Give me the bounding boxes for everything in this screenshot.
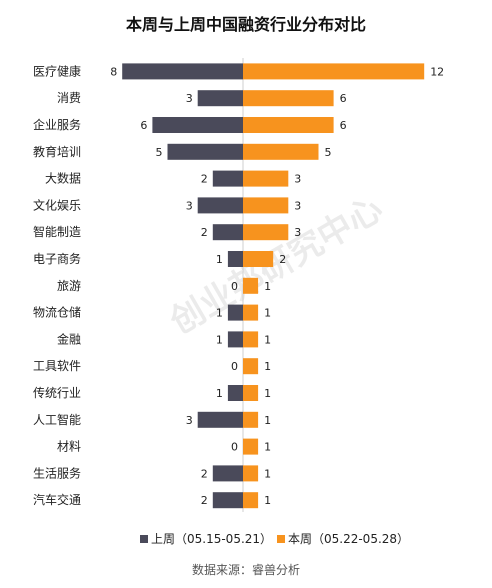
bar-this-week bbox=[243, 63, 425, 80]
legend-swatch bbox=[277, 535, 285, 543]
value-label-this-week: 1 bbox=[264, 387, 271, 400]
bar-this-week bbox=[243, 411, 259, 428]
value-label-this-week: 6 bbox=[340, 92, 347, 105]
value-label-this-week: 12 bbox=[430, 65, 444, 78]
bar-this-week bbox=[243, 224, 289, 241]
bar-last-week bbox=[122, 63, 243, 80]
bar-this-week bbox=[243, 465, 259, 482]
category-label: 医疗健康 bbox=[33, 63, 81, 78]
bar-this-week bbox=[243, 385, 259, 401]
bar-this-week bbox=[243, 492, 259, 509]
bar-last-week bbox=[212, 170, 243, 187]
category-label: 教育培训 bbox=[33, 144, 81, 159]
bar-last-week bbox=[167, 143, 243, 160]
bar-last-week bbox=[227, 385, 243, 401]
value-label-last-week: 8 bbox=[110, 65, 117, 78]
value-label-last-week: 1 bbox=[216, 387, 223, 400]
value-label-this-week: 1 bbox=[264, 307, 271, 320]
bar-this-week bbox=[243, 251, 274, 267]
value-label-this-week: 1 bbox=[264, 441, 271, 454]
value-label-this-week: 1 bbox=[264, 414, 271, 427]
bar-last-week bbox=[227, 304, 243, 321]
value-label-last-week: 2 bbox=[201, 467, 208, 480]
value-label-last-week: 5 bbox=[156, 146, 163, 159]
bar-last-week bbox=[212, 224, 243, 241]
bar-last-week bbox=[227, 331, 243, 348]
bar-this-week bbox=[243, 438, 259, 455]
category-label: 旅游 bbox=[57, 279, 81, 293]
bar-last-week bbox=[197, 411, 243, 428]
category-label: 电子商务 bbox=[33, 251, 81, 266]
category-label: 材料 bbox=[57, 440, 81, 454]
bar-this-week bbox=[243, 117, 334, 133]
category-label: 传统行业 bbox=[33, 385, 81, 400]
legend-label: 本周（05.22-05.28） bbox=[288, 532, 409, 546]
bar-last-week bbox=[197, 197, 243, 214]
category-label: 汽车交通 bbox=[33, 492, 81, 507]
bar-last-week bbox=[212, 465, 243, 482]
value-label-last-week: 0 bbox=[231, 441, 238, 454]
bar-this-week bbox=[243, 90, 334, 107]
value-label-this-week: 3 bbox=[294, 199, 301, 212]
bar-last-week bbox=[152, 117, 243, 133]
bar-this-week bbox=[243, 304, 259, 321]
bar-this-week bbox=[243, 358, 259, 375]
value-label-last-week: 2 bbox=[201, 173, 208, 186]
chart-title: 本周与上周中国融资行业分布对比 bbox=[126, 15, 366, 34]
category-label: 金融 bbox=[57, 331, 81, 346]
value-label-last-week: 0 bbox=[231, 280, 238, 293]
value-label-last-week: 1 bbox=[216, 333, 223, 346]
value-label-this-week: 2 bbox=[279, 253, 286, 266]
value-label-this-week: 1 bbox=[264, 280, 271, 293]
category-label: 智能制造 bbox=[33, 224, 81, 239]
bar-this-week bbox=[243, 143, 319, 160]
value-label-this-week: 1 bbox=[264, 494, 271, 507]
bar-this-week bbox=[243, 197, 289, 214]
bar-last-week bbox=[212, 492, 243, 509]
value-label-last-week: 2 bbox=[201, 226, 208, 239]
bar-last-week bbox=[227, 251, 243, 267]
value-label-last-week: 0 bbox=[231, 360, 238, 373]
category-label: 物流仓储 bbox=[33, 305, 81, 320]
legend: 上周（05.15-05.21） 本周（05.22-05.28） bbox=[140, 532, 409, 546]
bar-this-week bbox=[243, 277, 259, 294]
value-label-this-week: 3 bbox=[294, 173, 301, 186]
legend-label: 上周（05.15-05.21） bbox=[151, 532, 272, 546]
value-label-last-week: 3 bbox=[186, 92, 193, 105]
value-label-last-week: 3 bbox=[186, 199, 193, 212]
category-label: 消费 bbox=[57, 91, 81, 105]
category-label: 生活服务 bbox=[33, 465, 81, 480]
source-note: 数据来源：睿兽分析 bbox=[192, 562, 300, 577]
category-label: 企业服务 bbox=[33, 117, 81, 132]
value-label-this-week: 5 bbox=[325, 146, 332, 159]
bar-this-week bbox=[243, 170, 289, 187]
value-label-this-week: 1 bbox=[264, 467, 271, 480]
value-label-this-week: 3 bbox=[294, 226, 301, 239]
value-label-this-week: 1 bbox=[264, 333, 271, 346]
value-label-last-week: 6 bbox=[140, 119, 147, 132]
category-label: 文化娱乐 bbox=[33, 197, 81, 212]
value-label-last-week: 3 bbox=[186, 414, 193, 427]
category-label: 人工智能 bbox=[33, 412, 81, 427]
bar-last-week bbox=[197, 90, 243, 107]
category-label: 大数据 bbox=[45, 171, 81, 186]
value-label-last-week: 1 bbox=[216, 307, 223, 320]
value-label-this-week: 6 bbox=[340, 119, 347, 132]
value-label-last-week: 1 bbox=[216, 253, 223, 266]
bar-this-week bbox=[243, 331, 259, 348]
value-label-last-week: 2 bbox=[201, 494, 208, 507]
value-label-this-week: 1 bbox=[264, 360, 271, 373]
legend-swatch bbox=[140, 535, 148, 543]
category-label: 工具软件 bbox=[33, 359, 81, 373]
